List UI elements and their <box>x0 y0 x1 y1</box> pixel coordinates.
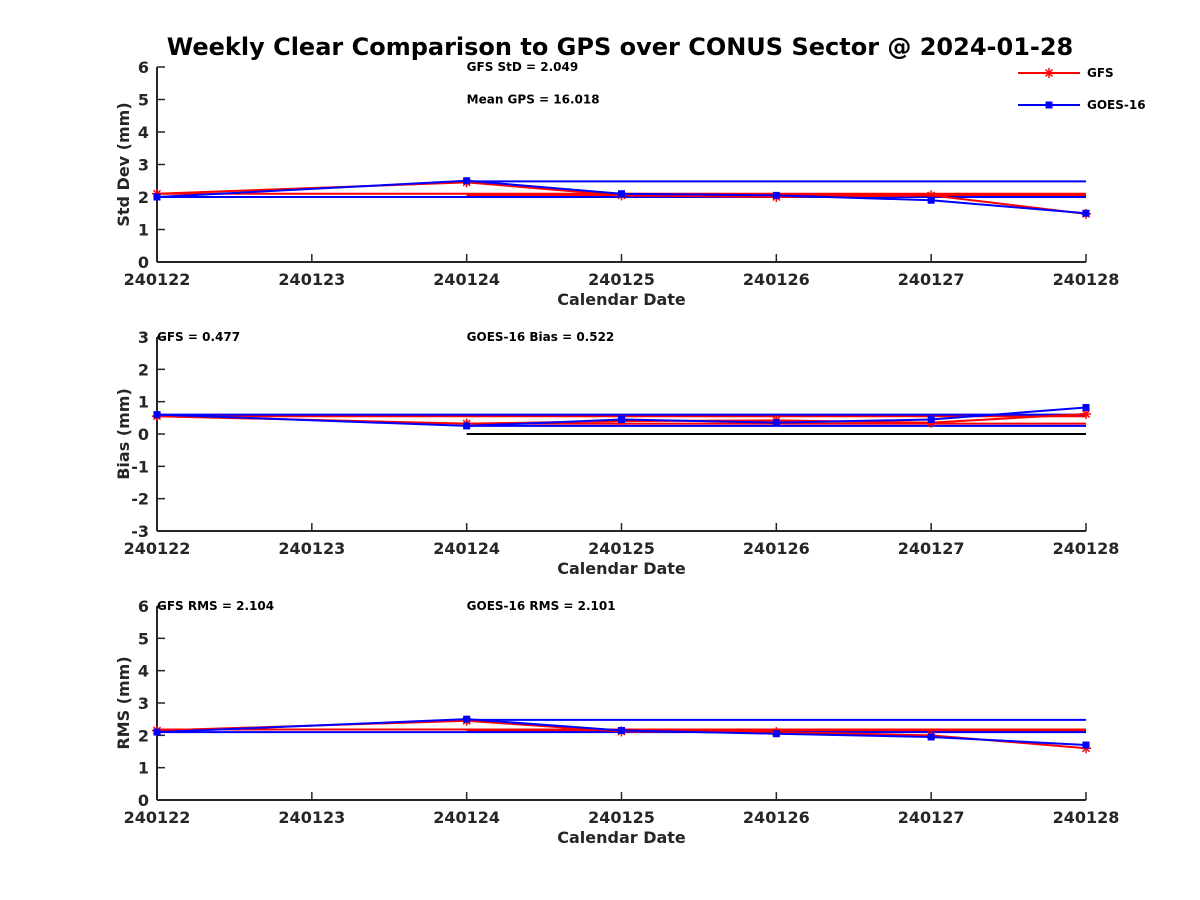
x-tick-label: 240127 <box>898 270 965 289</box>
y-tick-label: 2 <box>138 188 149 207</box>
x-tick-label: 240123 <box>278 270 345 289</box>
y-tick-label: 3 <box>138 156 149 175</box>
x-tick-label: 240126 <box>743 808 810 827</box>
legend-label: GOES-16 <box>1087 98 1146 112</box>
data-point <box>1082 403 1090 411</box>
x-tick-label: 240124 <box>433 808 500 827</box>
x-tick-label: 240128 <box>1053 270 1120 289</box>
chart-title: Weekly Clear Comparison to GPS over CONU… <box>167 33 1074 61</box>
data-point <box>772 419 780 427</box>
y-tick-label: -3 <box>131 522 149 541</box>
x-tick-label: 240124 <box>433 270 500 289</box>
subplot-2: -3 -2 -1 0 1 2 3 240122 240123 240124 240125 240126… <box>114 328 1119 578</box>
x-axis-label: Calendar Date <box>557 828 686 847</box>
series-goes-16 <box>153 177 1090 217</box>
y-tick-label: 2 <box>138 360 149 379</box>
legend-entry-gfs: GFS <box>1018 66 1114 80</box>
data-point <box>772 730 780 738</box>
series-gfs <box>152 715 1091 754</box>
x-tick-label: 240127 <box>898 808 965 827</box>
data-point <box>1082 209 1090 217</box>
x-tick-label: 240127 <box>898 539 965 558</box>
legend: GFS GOES-16 <box>1018 66 1146 112</box>
y-tick-label: 1 <box>138 221 149 240</box>
series-gfs <box>152 177 1091 219</box>
x-tick-label: 240122 <box>124 539 191 558</box>
data-point <box>927 415 935 423</box>
annotation: GFS RMS = 2.104 <box>157 599 274 613</box>
y-axis-label: Bias (mm) <box>114 388 133 480</box>
series-line <box>156 179 1087 215</box>
x-tick-label: 240123 <box>278 539 345 558</box>
legend-entry-goes-16: GOES-16 <box>1018 98 1146 112</box>
y-axis-label: RMS (mm) <box>114 656 133 749</box>
data-point <box>772 191 780 199</box>
x-tick-label: 240123 <box>278 808 345 827</box>
data-point <box>618 415 625 423</box>
x-tick-label: 240128 <box>1053 539 1120 558</box>
y-tick-label: -1 <box>131 457 149 476</box>
annotation: Mean GPS = 16.018 <box>467 93 600 107</box>
series-line <box>156 406 1087 427</box>
x-tick-label: 240126 <box>743 539 810 558</box>
legend-marker <box>1044 68 1054 78</box>
y-axis-label: Std Dev (mm) <box>114 102 133 226</box>
subplot-1: 0 1 2 3 4 5 6 240122 240123 240124 240125 240126 240… <box>114 58 1119 309</box>
x-tick-label: 240128 <box>1053 808 1120 827</box>
y-tick-label: 4 <box>138 662 149 681</box>
y-tick-label: 3 <box>138 328 149 347</box>
y-tick-label: 6 <box>138 58 149 77</box>
x-tick-label: 240125 <box>588 539 655 558</box>
y-tick-label: 4 <box>138 123 149 142</box>
data-point <box>463 177 471 185</box>
x-axis-label: Calendar Date <box>557 559 686 578</box>
series-goes-16 <box>153 715 1090 749</box>
annotation: GOES-16 Bias = 0.522 <box>467 330 615 344</box>
annotation: GOES-16 RMS = 2.101 <box>467 599 616 613</box>
annotation: GFS = 0.477 <box>157 330 240 344</box>
y-tick-label: 5 <box>138 91 149 110</box>
series-line <box>156 718 1087 747</box>
y-tick-label: 0 <box>138 791 149 810</box>
y-tick-label: 1 <box>138 759 149 778</box>
x-tick-label: 240126 <box>743 270 810 289</box>
data-point <box>618 726 625 734</box>
x-tick-label: 240125 <box>588 270 655 289</box>
y-tick-label: -2 <box>131 490 149 509</box>
x-tick-label: 240122 <box>124 808 191 827</box>
y-tick-label: 6 <box>138 597 149 616</box>
legend-marker <box>1045 101 1053 109</box>
y-tick-label: 0 <box>138 253 149 272</box>
data-point <box>463 422 471 430</box>
y-tick-label: 3 <box>138 694 149 713</box>
annotation: GFS StD = 2.049 <box>467 60 579 74</box>
y-tick-label: 5 <box>138 629 149 648</box>
data-point <box>153 193 161 201</box>
x-axis-label: Calendar Date <box>557 290 686 309</box>
data-point <box>618 190 625 198</box>
y-tick-label: 0 <box>138 425 149 444</box>
subplot-3: 0 1 2 3 4 5 6 240122 240123 240124 240125 240126 240… <box>114 597 1119 847</box>
data-point <box>153 411 161 419</box>
y-tick-label: 2 <box>138 726 149 745</box>
data-point <box>463 715 471 723</box>
series-goes-16 <box>153 403 1090 430</box>
data-point <box>927 733 935 741</box>
x-tick-label: 240124 <box>433 539 500 558</box>
y-tick-label: 1 <box>138 393 149 412</box>
data-point <box>1082 741 1090 749</box>
x-tick-label: 240122 <box>124 270 191 289</box>
data-point <box>927 196 935 204</box>
legend-label: GFS <box>1087 66 1114 80</box>
x-tick-label: 240125 <box>588 808 655 827</box>
data-point <box>153 728 161 736</box>
